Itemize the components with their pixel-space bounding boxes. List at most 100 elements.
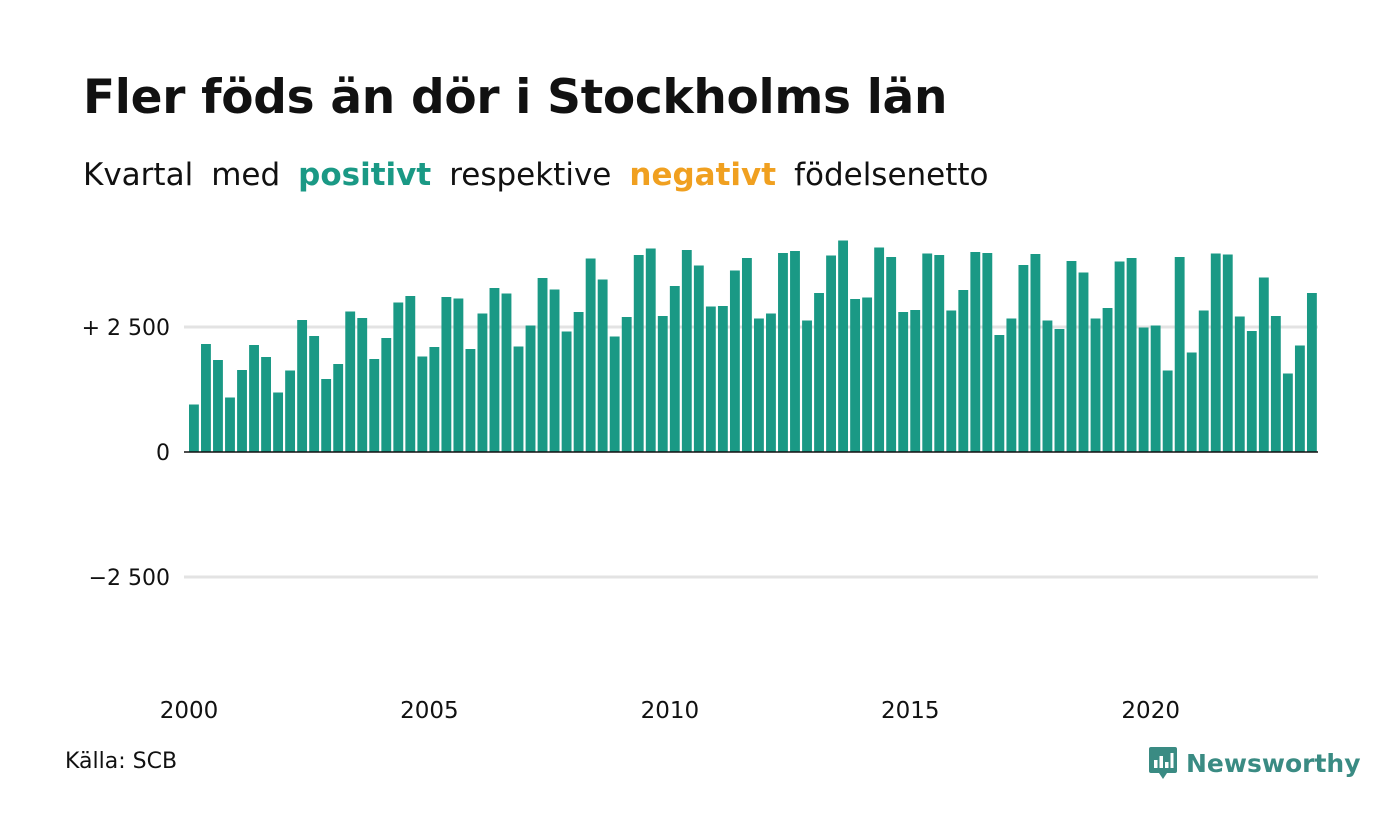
bar [213, 360, 223, 452]
bar [1246, 331, 1257, 452]
bar [561, 331, 572, 452]
bar [1078, 272, 1089, 452]
bar [1234, 316, 1245, 452]
subtitle-word-respektive: respektive [449, 157, 612, 193]
bar [453, 298, 464, 452]
bar [922, 253, 933, 452]
axis-layer: + 2 500 0 −2 500 2000 2005 2010 2015 2020 [82, 316, 1318, 724]
bar [886, 257, 897, 452]
bar [1174, 257, 1185, 452]
bar [826, 255, 836, 452]
bar [766, 313, 776, 452]
bar [501, 293, 512, 452]
bar [1126, 258, 1137, 452]
bar [1054, 329, 1065, 452]
subtitle-word-kvartal: Kvartal [83, 157, 194, 193]
bar [225, 397, 235, 452]
bar [862, 297, 873, 452]
bar [982, 253, 993, 452]
bar [609, 336, 620, 452]
bar [874, 247, 885, 452]
bar [1306, 293, 1317, 452]
bar [369, 359, 380, 452]
bar [1282, 373, 1293, 452]
bar [754, 318, 764, 452]
bar [1222, 254, 1233, 452]
x-tick-label: 2020 [1121, 698, 1180, 724]
subtitle-positive-label: positivt [298, 157, 432, 193]
y-tick-label: 0 [156, 441, 170, 466]
bar [489, 288, 500, 452]
bar [994, 335, 1005, 452]
bar [778, 253, 788, 452]
y-tick-label: −2 500 [89, 566, 170, 591]
bar [1198, 310, 1209, 452]
bar [1066, 261, 1077, 452]
bar [381, 338, 392, 452]
bar [201, 344, 211, 452]
bar-layer [189, 240, 1317, 452]
source-note: Källa: SCB [65, 749, 178, 774]
bar [1030, 254, 1041, 452]
bar [934, 255, 945, 452]
bar [417, 356, 428, 452]
chart-subtitle: Kvartal med positivt respektive negativt föde… [83, 157, 1007, 193]
bar [705, 306, 716, 452]
bar [741, 258, 752, 452]
bar [1294, 345, 1305, 452]
bar [285, 370, 296, 452]
bar [645, 248, 656, 452]
bar [429, 347, 440, 452]
bar [790, 251, 800, 452]
bar [189, 404, 199, 452]
bar [537, 278, 548, 452]
bar [802, 320, 812, 452]
bar [249, 345, 259, 452]
bar [585, 258, 596, 452]
bar [693, 265, 704, 452]
bar [1090, 318, 1101, 452]
bar [669, 286, 680, 452]
bar [1138, 327, 1149, 452]
bar-chart: + 2 500 0 −2 500 2000 2005 2010 2015 2020 [82, 240, 1318, 724]
subtitle-negative-label: negativt [629, 157, 777, 193]
bar [729, 270, 740, 452]
bar [1186, 352, 1197, 452]
bar [261, 357, 271, 452]
bar [525, 325, 536, 452]
bar [1150, 325, 1161, 452]
bar [621, 317, 632, 452]
bar [1114, 261, 1125, 452]
x-tick-label: 2015 [881, 698, 940, 724]
y-tick-label: + 2 500 [82, 316, 170, 341]
bar [946, 310, 957, 452]
bar [898, 312, 909, 452]
bar [597, 279, 608, 452]
bar [1042, 320, 1053, 452]
bar [1006, 318, 1017, 452]
bar [273, 392, 284, 452]
bar [850, 299, 861, 452]
bar [838, 240, 849, 452]
bar [1258, 277, 1269, 452]
bar [717, 306, 728, 452]
logo-text: Newsworthy [1186, 748, 1361, 778]
bar [573, 312, 584, 452]
bar [309, 336, 320, 452]
bar [297, 320, 308, 452]
chart-title: Fler föds än dör i Stockholms län [83, 70, 948, 125]
bar [237, 370, 247, 452]
x-tick-label: 2000 [160, 698, 219, 724]
bar [1018, 265, 1029, 452]
bar [549, 289, 560, 452]
bar [1210, 253, 1221, 452]
bar [513, 346, 524, 452]
newsworthy-logo: Newsworthy [1148, 743, 1361, 783]
bar [393, 302, 404, 452]
bar [814, 293, 824, 452]
x-tick-label: 2010 [641, 698, 700, 724]
bar [657, 316, 668, 452]
bar [345, 311, 356, 452]
subtitle-word-fodelsenetto: födelsenetto [794, 157, 989, 193]
bar [465, 349, 476, 452]
